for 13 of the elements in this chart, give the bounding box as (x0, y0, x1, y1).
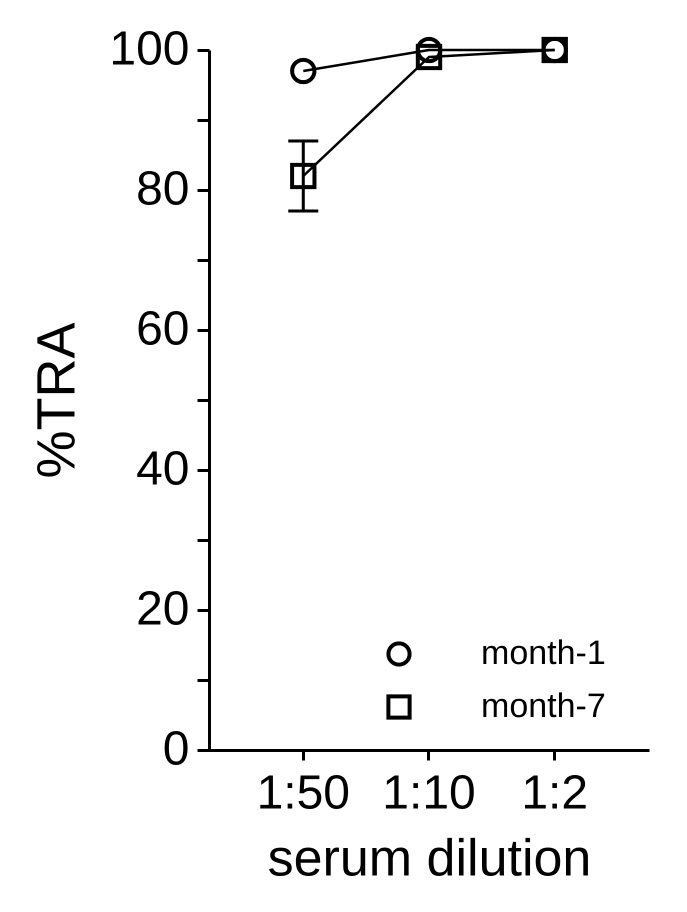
x-tick-label: 1:2 (521, 766, 588, 820)
x-tick-label: 1:10 (382, 766, 476, 820)
x-tick-label: 1:50 (256, 766, 350, 820)
legend-label: month-7 (481, 687, 606, 725)
x-axis-title: serum dilution (268, 830, 592, 888)
y-tick-label: 0 (162, 722, 190, 776)
y-axis-title: %TRA (26, 322, 86, 479)
y-tick-label: 60 (136, 302, 190, 356)
y-tick-label: 40 (136, 442, 190, 496)
legend-label: month-1 (481, 634, 606, 672)
y-tick-label: 100 (109, 22, 190, 76)
y-tick-label: 20 (136, 582, 190, 636)
y-tick-label: 80 (136, 162, 190, 216)
